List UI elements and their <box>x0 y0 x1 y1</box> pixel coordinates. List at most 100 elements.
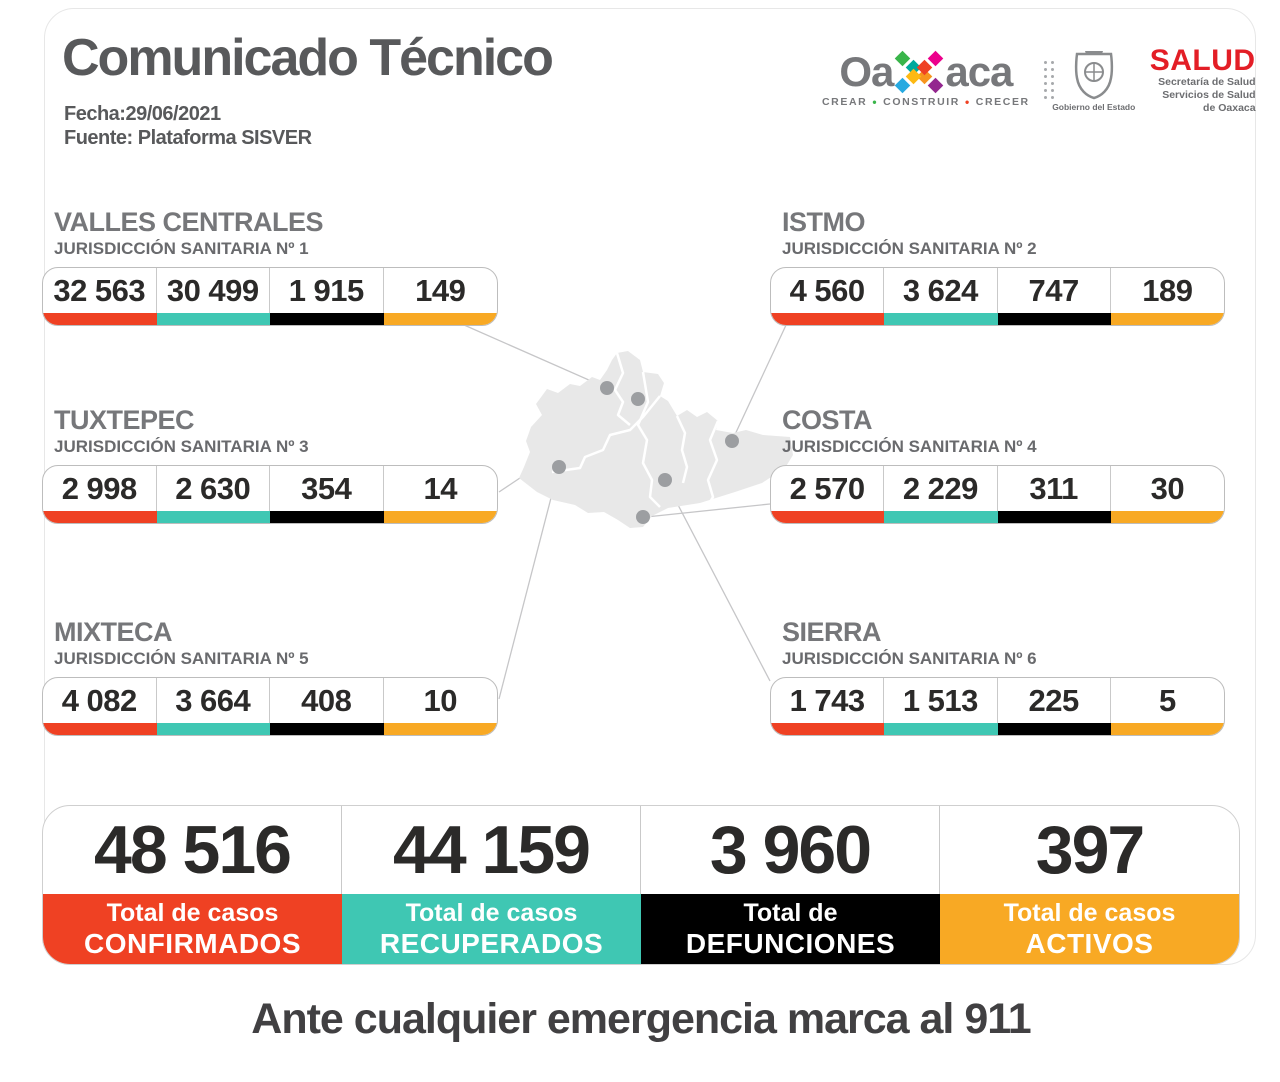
stat-value: 354 <box>270 466 384 511</box>
total-label-band: Total de casos RECUPERADOS <box>342 894 641 964</box>
confirmed-color-bar <box>43 511 157 523</box>
region-mixteca: MIXTECA JURISDICCIÓN SANITARIA Nº 5 4 08… <box>42 617 498 736</box>
stat-active: 5 <box>1110 678 1224 735</box>
deaths-color-bar <box>997 313 1111 325</box>
stat-deaths: 311 <box>997 466 1111 523</box>
confirmed-color-bar <box>771 511 885 523</box>
stat-value: 1 743 <box>771 678 885 723</box>
region-sierra: SIERRA JURISDICCIÓN SANITARIA Nº 6 1 743… <box>770 617 1225 736</box>
state-crest: Gobierno del Estado <box>1052 48 1135 112</box>
date-line: Fecha:29/06/2021 <box>64 103 221 125</box>
stat-deaths: 747 <box>997 268 1111 325</box>
stat-value: 4 082 <box>43 678 157 723</box>
deaths-color-bar <box>270 511 384 523</box>
total-confirmed: 48 516 Total de casos CONFIRMADOS <box>43 806 342 964</box>
active-color-bar <box>1110 723 1224 735</box>
recovered-color-bar <box>884 723 998 735</box>
stat-value: 3 664 <box>157 678 270 723</box>
deaths-color-bar <box>997 723 1111 735</box>
deaths-color-bar <box>270 723 384 735</box>
stat-deaths: 225 <box>997 678 1111 735</box>
deaths-color-bar <box>997 511 1111 523</box>
oaxaca-tagline: CREAR • CONSTRUIR • CRECER <box>822 95 1030 109</box>
stat-value: 189 <box>1142 272 1193 308</box>
stat-recovered: 2 229 <box>884 466 998 523</box>
region-stats-table: 2 998 2 630 354 14 <box>42 465 498 524</box>
recovered-color-bar <box>156 313 270 325</box>
stat-value: 4 560 <box>771 268 885 313</box>
oaxaca-logo: Oa aca CREAR • CONSTRUIR • CRECER <box>822 48 1030 109</box>
deaths-color-bar <box>270 313 384 325</box>
stat-value: 408 <box>270 678 384 723</box>
logo-cluster: Oa aca CREAR • CONSTRUIR • CRECER <box>822 40 1256 120</box>
recovered-color-bar <box>156 511 270 523</box>
region-stats-table: 2 570 2 229 311 30 <box>770 465 1225 524</box>
stat-value: 149 <box>415 272 466 308</box>
recovered-color-bar <box>884 313 998 325</box>
region-title: TUXTEPEC <box>54 405 195 435</box>
region-costa: COSTA JURISDICCIÓN SANITARIA Nº 4 2 570 … <box>770 405 1225 524</box>
stat-active: 30 <box>1110 466 1224 523</box>
region-jurisdiction: JURISDICCIÓN SANITARIA Nº 3 <box>54 437 309 456</box>
active-color-bar <box>1110 511 1224 523</box>
total-label-band: Total de casos ACTIVOS <box>940 894 1239 964</box>
stat-deaths: 408 <box>270 678 384 735</box>
active-color-bar <box>383 313 497 325</box>
emergency-notice: Ante cualquier emergencia marca al 911 <box>251 995 1031 1043</box>
stat-value: 10 <box>423 682 458 718</box>
confirmed-color-bar <box>771 723 885 735</box>
stat-confirmed: 2 998 <box>43 466 157 523</box>
stat-value: 2 229 <box>884 466 998 511</box>
stat-value: 5 <box>1159 682 1176 718</box>
region-jurisdiction: JURISDICCIÓN SANITARIA Nº 1 <box>54 239 309 258</box>
stat-recovered: 3 624 <box>884 268 998 325</box>
stat-active: 149 <box>383 268 497 325</box>
stat-confirmed: 2 570 <box>771 466 885 523</box>
region-title: VALLES CENTRALES <box>54 207 324 237</box>
government-label: Gobierno del Estado <box>1052 102 1136 112</box>
oaxaca-wordmark-suffix: aca <box>945 48 1013 95</box>
total-value: 44 159 <box>342 806 641 894</box>
source-line: Fuente: Plataforma SISVER <box>64 127 312 149</box>
confirmed-color-bar <box>43 723 157 735</box>
page-title: Comunicado Técnico <box>62 29 554 87</box>
stat-value: 747 <box>998 268 1111 313</box>
region-valles-centrales: VALLES CENTRALES JURISDICCIÓN SANITARIA … <box>42 207 498 326</box>
region-title: COSTA <box>782 405 873 435</box>
total-active: 397 Total de casos ACTIVOS <box>940 806 1239 964</box>
stat-value: 30 <box>1150 470 1185 506</box>
stat-value: 30 499 <box>157 268 270 313</box>
stat-confirmed: 32 563 <box>43 268 157 325</box>
total-value: 3 960 <box>641 806 940 894</box>
region-jurisdiction: JURISDICCIÓN SANITARIA Nº 4 <box>782 437 1037 456</box>
salud-subtitle-1: Secretaría de Salud <box>1158 75 1256 88</box>
totals-summary-table: 48 516 Total de casos CONFIRMADOS 44 159… <box>42 805 1240 965</box>
confirmed-color-bar <box>771 313 885 325</box>
salud-wordmark: SALUD <box>1149 43 1256 77</box>
stat-value: 1 513 <box>884 678 998 723</box>
stat-confirmed: 1 743 <box>771 678 885 735</box>
stat-active: 10 <box>383 678 497 735</box>
stat-recovered: 3 664 <box>156 678 270 735</box>
region-jurisdiction: JURISDICCIÓN SANITARIA Nº 5 <box>54 649 309 668</box>
crest-shield-icon <box>1074 51 1113 100</box>
stat-confirmed: 4 082 <box>43 678 157 735</box>
region-istmo: ISTMO JURISDICCIÓN SANITARIA Nº 2 4 560 … <box>770 207 1225 326</box>
tagline-dot-red: • <box>964 95 971 109</box>
region-stats-table: 4 560 3 624 747 189 <box>770 267 1225 326</box>
stat-deaths: 354 <box>270 466 384 523</box>
region-title: ISTMO <box>782 207 866 237</box>
region-stats-table: 4 082 3 664 408 10 <box>42 677 498 736</box>
region-stats-table: 1 743 1 513 225 5 <box>770 677 1225 736</box>
region-title: SIERRA <box>782 617 882 647</box>
stat-active: 14 <box>383 466 497 523</box>
confirmed-color-bar <box>43 313 157 325</box>
active-color-bar <box>383 511 497 523</box>
stat-confirmed: 4 560 <box>771 268 885 325</box>
stat-recovered: 1 513 <box>884 678 998 735</box>
total-deaths: 3 960 Total de DEFUNCIONES <box>641 806 940 964</box>
stat-value: 2 630 <box>157 466 270 511</box>
stat-value: 2 998 <box>43 466 157 511</box>
oaxaca-x-diamonds-icon <box>895 50 944 94</box>
region-jurisdiction: JURISDICCIÓN SANITARIA Nº 6 <box>782 649 1037 668</box>
